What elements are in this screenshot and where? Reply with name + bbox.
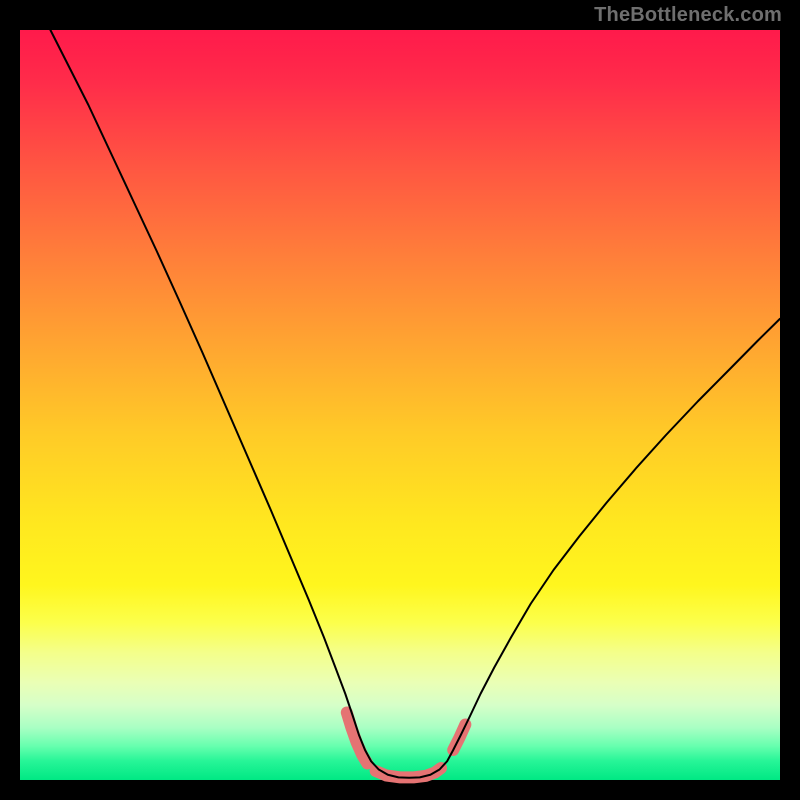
bottleneck-curve: [50, 30, 780, 778]
curve-layer: [20, 30, 780, 780]
chart-frame: TheBottleneck.com: [0, 0, 800, 800]
watermark-text: TheBottleneck.com: [594, 4, 782, 27]
bottom-markers: [347, 713, 466, 778]
plot-area: [20, 30, 780, 780]
